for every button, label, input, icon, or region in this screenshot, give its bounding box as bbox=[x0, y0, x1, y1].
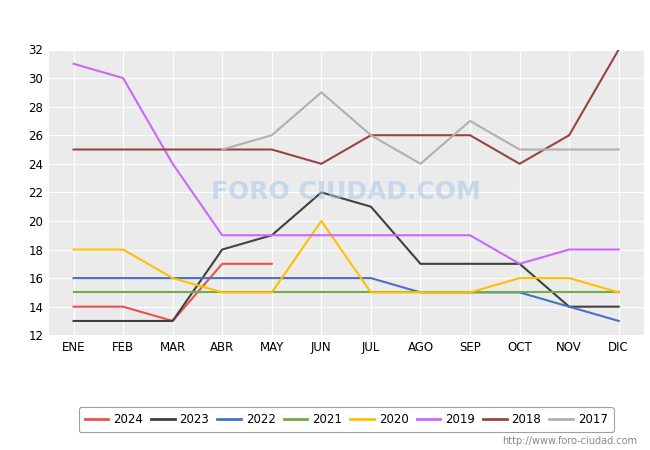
Text: FORO CIUDAD.COM: FORO CIUDAD.COM bbox=[211, 180, 481, 204]
Legend: 2024, 2023, 2022, 2021, 2020, 2019, 2018, 2017: 2024, 2023, 2022, 2021, 2020, 2019, 2018… bbox=[79, 407, 614, 432]
Text: http://www.foro-ciudad.com: http://www.foro-ciudad.com bbox=[502, 436, 637, 446]
Text: Afiliados en Noguera de Albarracín a 31/5/2024: Afiliados en Noguera de Albarracín a 31/… bbox=[128, 14, 522, 33]
